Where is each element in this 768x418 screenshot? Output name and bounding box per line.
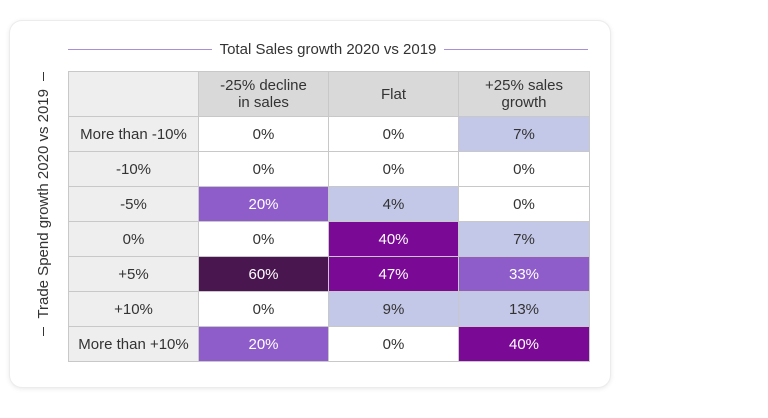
column-header-label: -25% decline in sales <box>220 77 307 111</box>
column-header-decline: -25% decline in sales <box>198 71 329 117</box>
heatmap-cell: 20% <box>198 186 329 222</box>
heatmap-cell: 7% <box>458 116 590 152</box>
heatmap-row: +10% 0% 9% 13% <box>68 291 590 327</box>
heatmap-table: -25% decline in sales Flat +25% sales gr… <box>68 71 590 362</box>
heatmap-body: More than -10% 0% 0% 7% -10% 0% 0% 0% -5% 20% 4% 0%… <box>68 116 590 362</box>
row-axis-title-group: Trade Spend growth 2020 vs 2019 <box>33 72 53 337</box>
heatmap-row: -5% 20% 4% 0% <box>68 186 590 222</box>
heatmap-cell: 4% <box>328 186 459 222</box>
row-title-rule-bottom <box>42 326 44 337</box>
heatmap-row: More than -10% 0% 0% 7% <box>68 116 590 152</box>
row-header: +10% <box>68 291 199 327</box>
heatmap-row: More than +10% 20% 0% 40% <box>68 326 590 362</box>
column-axis-title-group: Total Sales growth 2020 vs 2019 <box>68 39 588 59</box>
row-axis-title: Trade Spend growth 2020 vs 2019 <box>34 89 52 319</box>
heatmap-cell: 0% <box>328 116 459 152</box>
heatmap-row: -10% 0% 0% 0% <box>68 151 590 187</box>
heatmap-cell: 0% <box>198 151 329 187</box>
heatmap-cell: 0% <box>328 151 459 187</box>
column-header-growth: +25% sales growth <box>458 71 590 117</box>
row-header: -5% <box>68 186 199 222</box>
heatmap-cell: 7% <box>458 221 590 257</box>
heatmap-cell: 47% <box>328 256 459 292</box>
heatmap-row: 0% 0% 40% 7% <box>68 221 590 257</box>
column-header-label: +25% sales growth <box>485 77 563 111</box>
column-title-rule-left <box>68 48 212 50</box>
heatmap-cell: 13% <box>458 291 590 327</box>
heatmap-cell: 20% <box>198 326 329 362</box>
heatmap-cell: 0% <box>458 151 590 187</box>
row-header: -10% <box>68 151 199 187</box>
heatmap-cell: 9% <box>328 291 459 327</box>
heatmap-cell: 40% <box>328 221 459 257</box>
corner-cell <box>68 71 199 117</box>
column-header-label: Flat <box>380 85 406 103</box>
heatmap-cell: 0% <box>198 116 329 152</box>
row-header: 0% <box>68 221 199 257</box>
heatmap-row: +5% 60% 47% 33% <box>68 256 590 292</box>
column-title-rule-right <box>444 48 588 50</box>
header-row: -25% decline in sales Flat +25% sales gr… <box>68 71 590 117</box>
heatmap-cell: 60% <box>198 256 329 292</box>
heatmap-cell: 0% <box>458 186 590 222</box>
row-title-rule-top <box>42 72 44 82</box>
row-header: More than -10% <box>68 116 199 152</box>
row-header: +5% <box>68 256 199 292</box>
heatmap-cell: 0% <box>198 221 329 257</box>
column-header-flat: Flat <box>328 71 459 117</box>
heatmap-cell: 0% <box>328 326 459 362</box>
heatmap-cell: 0% <box>198 291 329 327</box>
heatmap-cell: 40% <box>458 326 590 362</box>
column-axis-title: Total Sales growth 2020 vs 2019 <box>219 40 437 58</box>
heatmap-cell: 33% <box>458 256 590 292</box>
row-header: More than +10% <box>68 326 199 362</box>
